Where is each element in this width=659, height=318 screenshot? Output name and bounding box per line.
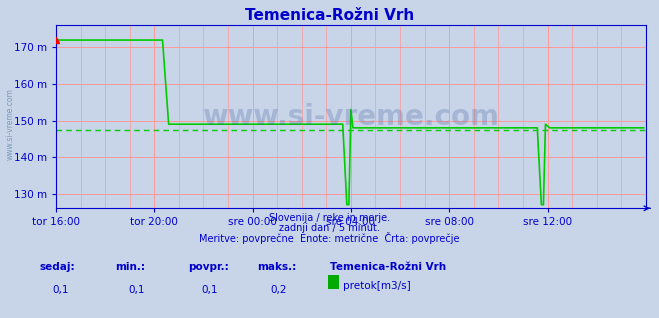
Text: 0,1: 0,1 bbox=[201, 285, 217, 294]
Text: pretok[m3/s]: pretok[m3/s] bbox=[343, 281, 411, 291]
Text: www.si-vreme.com: www.si-vreme.com bbox=[202, 103, 500, 131]
Text: Meritve: povprečne  Enote: metrične  Črta: povprečje: Meritve: povprečne Enote: metrične Črta:… bbox=[199, 232, 460, 244]
Text: 0,1: 0,1 bbox=[53, 285, 69, 294]
Text: Temenica-Rožni Vrh: Temenica-Rožni Vrh bbox=[330, 262, 445, 272]
Text: zadnji dan / 5 minut.: zadnji dan / 5 minut. bbox=[279, 223, 380, 232]
Text: Temenica-Rožni Vrh: Temenica-Rožni Vrh bbox=[245, 8, 414, 23]
Text: 0,2: 0,2 bbox=[270, 285, 287, 294]
Text: www.si-vreme.com: www.si-vreme.com bbox=[5, 88, 14, 160]
Text: 0,1: 0,1 bbox=[129, 285, 145, 294]
Text: min.:: min.: bbox=[115, 262, 146, 272]
Text: maks.:: maks.: bbox=[257, 262, 297, 272]
Text: povpr.:: povpr.: bbox=[188, 262, 229, 272]
Text: sedaj:: sedaj: bbox=[40, 262, 75, 272]
Text: Slovenija / reke in morje.: Slovenija / reke in morje. bbox=[269, 213, 390, 223]
